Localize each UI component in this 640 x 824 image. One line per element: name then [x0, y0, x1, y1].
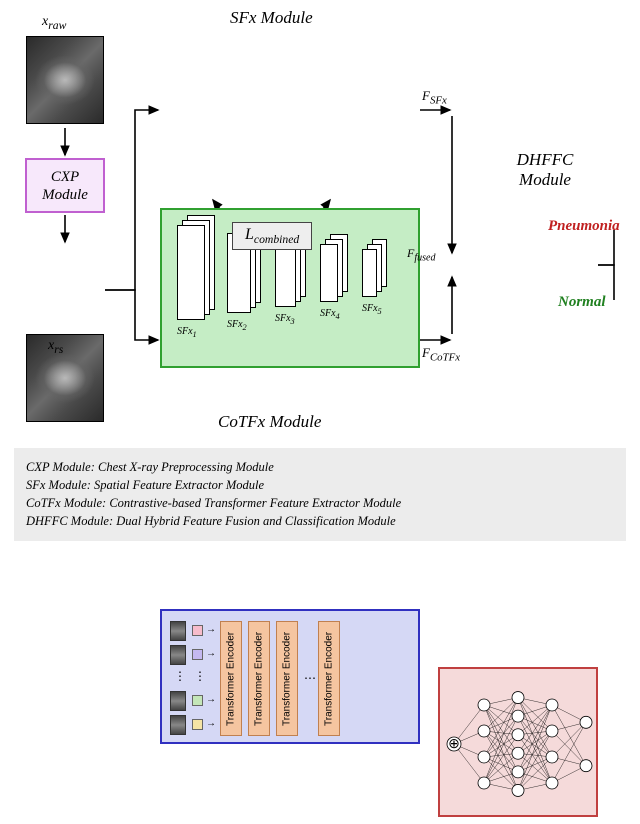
mini-xray [170, 715, 186, 735]
feat-cotfx-label: FCoTFx [422, 345, 460, 364]
ellipsis-icon: ⋮ [194, 669, 206, 684]
xray-raw-image [26, 36, 104, 124]
dhffc-title: DHFFCModule [480, 150, 610, 190]
transformer-encoder: Transformer Encoder [276, 621, 298, 736]
output-pneumonia: Pneumonia [548, 218, 620, 235]
feat-sfx-label: FSFx [422, 88, 447, 107]
output-normal: Normal [558, 294, 606, 311]
legend-line: CXP Module: Chest X-ray Preprocessing Mo… [26, 458, 616, 476]
arrow-icon: → [206, 624, 216, 635]
ellipsis-icon: ⋯ [304, 671, 316, 686]
ellipsis-icon: ⋮ [174, 669, 186, 684]
arrow-icon: → [206, 648, 216, 659]
legend-line: DHFFC Module: Dual Hybrid Feature Fusion… [26, 512, 616, 530]
sfx-title: SFx Module [230, 8, 313, 28]
legend-line: CoTFx Module: Contrastive-based Transfor… [26, 494, 616, 512]
cotfx-title: CoTFx Module [218, 412, 321, 432]
xray-rs-image [26, 334, 104, 422]
loss-box: Lcombined [232, 222, 312, 250]
feat-fused-label: Ffused [407, 246, 435, 263]
cotfx-module-box: →→→→⋮⋮Transformer EncoderTransformer Enc… [160, 609, 420, 744]
transformer-encoder: Transformer Encoder [248, 621, 270, 736]
transformer-encoder: Transformer Encoder [220, 621, 242, 736]
cxp-module-box: CXPModule [25, 158, 105, 213]
arrow-icon: → [206, 718, 216, 729]
svg-text:⊕: ⊕ [448, 737, 460, 752]
label-xrs: xrs [48, 338, 63, 356]
mini-xray [170, 645, 186, 665]
patch-token [192, 695, 203, 706]
legend-line: SFx Module: Spatial Feature Extractor Mo… [26, 476, 616, 494]
transformer-encoder: Transformer Encoder [318, 621, 340, 736]
mini-xray [170, 691, 186, 711]
legend-panel: CXP Module: Chest X-ray Preprocessing Mo… [14, 448, 626, 541]
patch-token [192, 719, 203, 730]
label-xraw: xraw [42, 14, 66, 32]
patch-token [192, 625, 203, 636]
dhffc-module-box: ⊕ [438, 667, 598, 817]
patch-token [192, 649, 203, 660]
mini-xray [170, 621, 186, 641]
arrow-icon: → [206, 694, 216, 705]
